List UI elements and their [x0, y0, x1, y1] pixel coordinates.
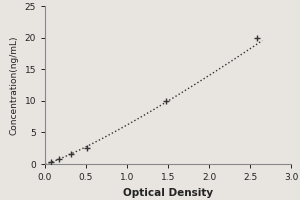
Y-axis label: Concentration(ng/mL): Concentration(ng/mL) — [10, 35, 19, 135]
X-axis label: Optical Density: Optical Density — [123, 188, 213, 198]
